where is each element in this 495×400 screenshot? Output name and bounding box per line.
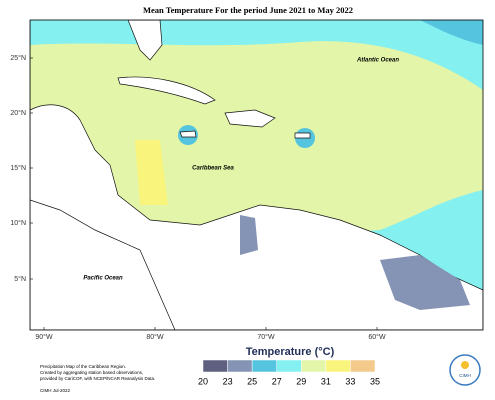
land-central-america <box>30 130 176 330</box>
logo-sun <box>461 361 469 369</box>
lon-label: 60°W <box>368 333 386 341</box>
logo-text: CIMH <box>459 373 471 378</box>
legend-swatch <box>350 359 376 373</box>
land-cuba <box>117 76 216 105</box>
map-frame <box>29 19 484 331</box>
lat-label: 25°N <box>10 54 26 62</box>
legend-tick-label: 20 <box>198 376 208 386</box>
land-jamaica <box>179 130 197 138</box>
legend-tick-label: 35 <box>370 376 380 386</box>
legend-swatch <box>301 359 327 373</box>
legend-title: Temperature (°C) <box>246 346 335 358</box>
title: Mean Temperature For the period June 202… <box>143 5 353 15</box>
logo <box>449 354 481 386</box>
lat-label: 20°N <box>10 109 26 117</box>
land-hispaniola <box>224 109 276 128</box>
lat-label: 5°N <box>14 275 26 283</box>
lon-label: 70°W <box>257 333 275 341</box>
legend-tick-label: 29 <box>296 376 306 386</box>
sea-cool <box>420 20 483 45</box>
legend-swatch <box>251 359 277 373</box>
axes: 25°N 20°N 15°N 10°N 5°N 90°W 80°W 70°W 60°W <box>10 54 386 341</box>
lat-label: 15°N <box>10 164 26 172</box>
lat-label: 10°N <box>10 219 26 227</box>
legend: Temperature (°C) 20 23 25 27 29 31 33 35 <box>198 346 380 386</box>
land-florida <box>127 20 163 61</box>
legend-swatch <box>227 359 253 373</box>
lon-label: 90°W <box>35 333 53 341</box>
footer: Precipitation Map of the Caribbean Regio… <box>40 354 481 393</box>
map: Atlantic Ocean Caribbean Sea Pacific Oce… <box>29 19 484 331</box>
ocean-label: Atlantic Ocean <box>356 58 399 64</box>
legend-swatch <box>276 359 302 373</box>
legend-tick-label: 25 <box>247 376 257 386</box>
legend-swatch <box>202 359 228 373</box>
ocean-label: Caribbean Sea <box>192 166 234 172</box>
land-puerto-rico <box>294 132 311 139</box>
lon-label: 80°W <box>146 333 164 341</box>
land-cool <box>240 215 258 255</box>
land-cool <box>380 255 470 310</box>
legend-swatch <box>325 359 351 373</box>
sea-hot <box>135 140 168 205</box>
note: Precipitation Map of the Caribbean Regio… <box>40 364 126 369</box>
legend-tick-label: 23 <box>223 376 233 386</box>
legend-tick-label: 33 <box>345 376 355 386</box>
legend-tick-label: 31 <box>321 376 331 386</box>
ocean-label: Pacific Ocean <box>83 276 123 282</box>
note: Created by aggregating station based obs… <box>40 370 143 375</box>
note: provided by CariCOF, with NCEP/NCAR Rean… <box>40 376 155 381</box>
legend-tick-label: 27 <box>272 376 282 386</box>
credit: CIMH Jul-2022 <box>40 388 71 393</box>
